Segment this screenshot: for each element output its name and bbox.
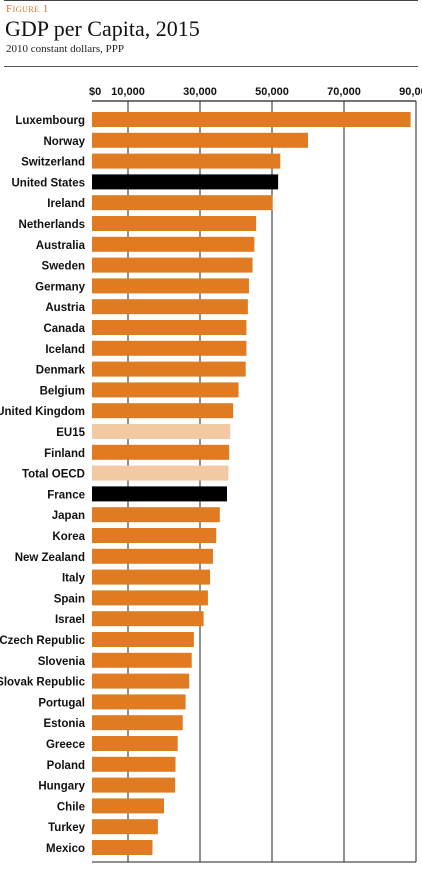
bar-total-oecd (92, 465, 229, 481)
bar-spain (92, 590, 208, 606)
bar-slovak-republic (92, 673, 190, 689)
category-label-turkey: Turkey (48, 822, 85, 834)
category-label-poland: Poland (47, 760, 85, 772)
chart-title: GDP per Capita, 2015 (5, 16, 200, 41)
tick-label-4: 70,000 (327, 86, 361, 98)
bar-japan (92, 507, 220, 523)
category-label-belgium: Belgium (40, 385, 85, 397)
tick-label-3: 50,000 (255, 86, 289, 98)
figure-label: Figure 1 (6, 3, 49, 15)
bar-canada (92, 320, 247, 335)
bar-germany (92, 278, 249, 294)
category-label-canada: Canada (43, 323, 85, 335)
category-label-united-kingdom: United Kingdom (0, 406, 85, 418)
bar-portugal (92, 694, 186, 710)
bar-korea (92, 528, 217, 543)
category-label-mexico: Mexico (46, 843, 85, 855)
category-label-eu15: EU15 (56, 427, 85, 439)
bar-sweden (92, 257, 253, 273)
bar-finland (92, 444, 230, 460)
category-label-united-states: United States (12, 177, 86, 189)
category-label-austria: Austria (45, 302, 85, 314)
bar-netherlands (92, 216, 257, 231)
category-label-portugal: Portugal (38, 697, 85, 709)
category-label-finland: Finland (44, 448, 85, 460)
category-label-czech-republic: Czech Republic (0, 635, 86, 647)
category-label-netherlands: Netherlands (19, 219, 85, 231)
category-label-slovenia: Slovenia (38, 656, 86, 668)
bar-italy (92, 569, 211, 585)
category-label-total-oecd: Total OECD (22, 469, 85, 481)
tick-label-5: 90,000 (399, 86, 422, 98)
bar-eu15 (92, 424, 231, 439)
category-label-norway: Norway (43, 136, 85, 148)
bar-luxembourg (92, 112, 411, 127)
bar-united-kingdom (92, 403, 234, 419)
category-label-france: France (47, 489, 85, 501)
bar-mexico (92, 840, 153, 855)
bar-chile (92, 798, 164, 814)
category-label-slovak-republic: Slovak Republic (0, 677, 86, 689)
category-label-italy: Italy (62, 573, 86, 585)
tick-label-1: 10,000 (111, 86, 145, 98)
category-label-hungary: Hungary (38, 781, 85, 793)
category-label-new-zealand: New Zealand (15, 552, 85, 564)
bar-norway (92, 132, 308, 148)
bar-new-zealand (92, 548, 213, 564)
bar-australia (92, 236, 255, 252)
bar-greece (92, 736, 178, 751)
bar-israel (92, 611, 204, 627)
bar-turkey (92, 819, 158, 835)
bar-iceland (92, 340, 247, 356)
category-label-australia: Australia (36, 240, 86, 252)
bar-france (92, 486, 227, 502)
tick-label-0: $0 (89, 86, 101, 98)
bar-hungary (92, 777, 176, 793)
top-rule (4, 0, 418, 1)
category-label-japan: Japan (52, 510, 85, 522)
bar-switzerland (92, 153, 281, 169)
header-rule (4, 66, 418, 67)
bar-austria (92, 299, 248, 315)
bar-slovenia (92, 652, 192, 668)
bar-united-states (92, 174, 279, 190)
category-label-estonia: Estonia (43, 718, 85, 730)
bar-estonia (92, 715, 183, 731)
category-label-germany: Germany (35, 281, 85, 293)
bar-denmark (92, 361, 246, 377)
category-label-chile: Chile (57, 801, 85, 813)
category-label-sweden: Sweden (42, 261, 85, 273)
tick-label-2: 30,000 (183, 86, 217, 98)
category-label-greece: Greece (46, 739, 85, 751)
category-label-denmark: Denmark (36, 365, 86, 377)
category-label-iceland: Iceland (45, 344, 85, 356)
bar-belgium (92, 382, 239, 398)
category-label-korea: Korea (52, 531, 85, 543)
chart-subtitle: 2010 constant dollars, PPP (6, 43, 124, 55)
category-label-israel: Israel (55, 614, 85, 626)
category-label-switzerland: Switzerland (21, 157, 85, 169)
category-label-luxembourg: Luxembourg (15, 115, 85, 127)
bar-ireland (92, 195, 273, 211)
bar-poland (92, 756, 176, 772)
category-label-spain: Spain (54, 593, 85, 605)
category-label-ireland: Ireland (47, 198, 85, 210)
bar-czech-republic (92, 632, 194, 647)
